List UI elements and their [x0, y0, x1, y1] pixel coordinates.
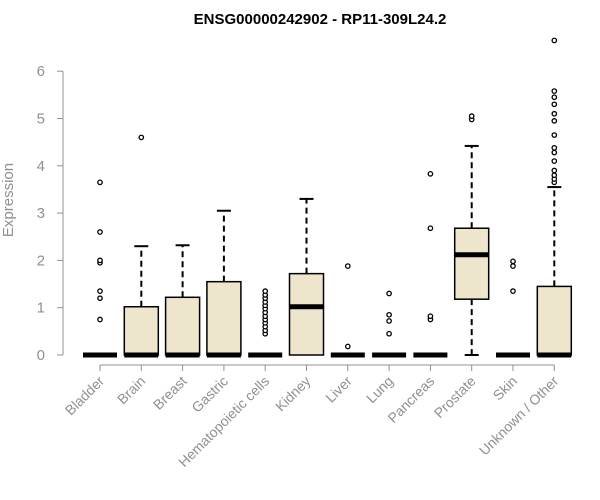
outlier-point: [510, 263, 516, 269]
x-tick-label: Liver: [322, 373, 355, 406]
y-tick-label: 3: [37, 205, 45, 222]
box-unknown-other: [536, 37, 573, 358]
outlier-point: [97, 229, 103, 235]
box-bladder: [83, 179, 117, 358]
box-pancreas: [413, 170, 448, 358]
x-tick-label: Bladder: [62, 373, 108, 419]
y-tick-label: 6: [37, 63, 45, 80]
outlier-point: [551, 167, 558, 174]
outlier-point: [551, 158, 558, 164]
outlier-point: [510, 258, 516, 265]
box-iqr: [206, 280, 242, 356]
outlier-point: [138, 134, 145, 141]
box-iqr: [123, 306, 160, 356]
box-breast: [164, 244, 201, 358]
box-iqr: [164, 296, 201, 356]
outlier-point: [551, 149, 558, 156]
x-tick-label: Lung: [363, 373, 396, 406]
box-brain: [123, 134, 160, 358]
outlier-point: [97, 295, 103, 302]
outlier-point: [344, 263, 351, 269]
box-skin: [496, 258, 530, 358]
outlier-point: [510, 288, 516, 294]
outlier-point: [551, 37, 558, 44]
outlier-point: [386, 311, 392, 318]
outlier-point: [386, 330, 392, 337]
outlier-point: [551, 88, 558, 94]
box-lung: [372, 290, 407, 358]
outlier-point: [97, 316, 103, 323]
plot-area: [83, 37, 573, 358]
y-tick-label: 4: [37, 158, 45, 175]
x-tick-label: Prostate: [431, 373, 479, 421]
box-gastric: [206, 209, 242, 358]
outlier-point: [97, 179, 103, 186]
box-hematopoietic-cells: [248, 288, 283, 358]
box-iqr: [453, 227, 490, 300]
y-tick-label: 2: [37, 252, 45, 269]
outlier-point: [97, 288, 103, 294]
box-iqr: [288, 272, 325, 356]
y-axis: 0 1 2 3 4 5 6: [37, 63, 64, 364]
box-liver: [330, 263, 365, 358]
x-tick-label: Brain: [114, 373, 148, 407]
outlier-point: [97, 257, 103, 264]
outlier-point: [427, 170, 434, 177]
outlier-point: [551, 101, 558, 108]
outlier-point: [427, 313, 434, 320]
y-tick-label: 0: [37, 347, 45, 364]
outlier-point: [551, 144, 558, 151]
outlier-point: [551, 94, 558, 101]
outlier-point: [551, 132, 558, 138]
y-tick-label: 1: [37, 300, 45, 317]
outlier-point: [551, 110, 558, 117]
outlier-point: [386, 290, 392, 297]
y-tick-label: 5: [37, 111, 45, 128]
x-tick-label: Breast: [150, 373, 190, 413]
outlier-point: [551, 118, 558, 124]
outlier-point: [427, 225, 434, 232]
outlier-point: [344, 343, 351, 350]
outlier-point: [262, 288, 269, 294]
x-tick-label: Kidney: [272, 373, 314, 415]
outlier-point: [551, 172, 558, 179]
x-tick-label: Skin: [490, 373, 521, 404]
box-prostate: [453, 113, 490, 356]
chart-title: ENSG00000242902 - RP11-309L24.2: [194, 11, 447, 28]
y-axis-label: Expression: [0, 163, 17, 237]
outlier-point: [386, 318, 392, 324]
outlier-point: [468, 113, 475, 119]
box-iqr: [536, 285, 573, 356]
box-kidney: [288, 197, 325, 356]
